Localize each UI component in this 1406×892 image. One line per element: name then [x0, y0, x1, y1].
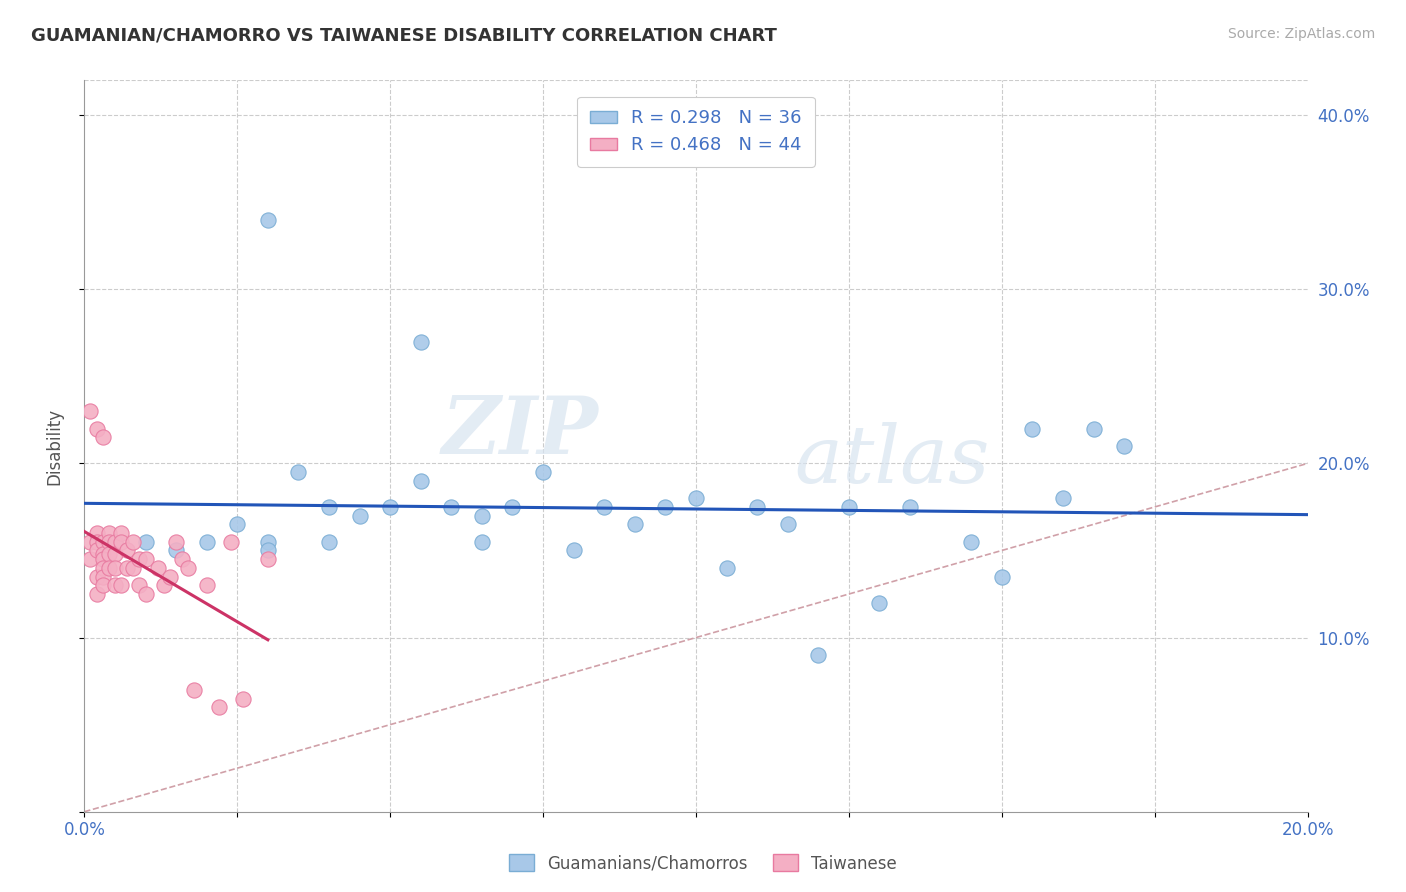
Point — [1021, 421, 1043, 435]
Point — [991, 569, 1014, 583]
Point — [257, 534, 280, 549]
Point — [97, 534, 120, 549]
Point — [135, 552, 157, 566]
Point — [172, 552, 194, 566]
Point — [208, 700, 231, 714]
Point — [115, 561, 138, 575]
Point — [349, 508, 371, 523]
Point — [776, 517, 799, 532]
Point — [91, 552, 114, 566]
Point — [502, 500, 524, 514]
Point — [471, 534, 494, 549]
Point — [86, 543, 108, 558]
Point — [128, 552, 150, 566]
Point — [97, 561, 120, 575]
Point — [177, 561, 200, 575]
Point — [146, 561, 169, 575]
Point — [1083, 421, 1105, 435]
Point — [128, 578, 150, 592]
Point — [110, 526, 132, 541]
Point — [153, 578, 176, 592]
Point — [165, 534, 187, 549]
Point — [122, 561, 145, 575]
Point — [593, 500, 616, 514]
Point — [86, 587, 108, 601]
Point — [1052, 491, 1074, 506]
Point — [110, 534, 132, 549]
Text: GUAMANIAN/CHAMORRO VS TAIWANESE DISABILITY CORRELATION CHART: GUAMANIAN/CHAMORRO VS TAIWANESE DISABILI… — [31, 27, 776, 45]
Point — [380, 500, 402, 514]
Point — [624, 517, 647, 532]
Point — [838, 500, 860, 514]
Point — [287, 465, 309, 479]
Point — [869, 596, 891, 610]
Point — [91, 578, 114, 592]
Point — [219, 534, 242, 549]
Point — [440, 500, 463, 514]
Point — [115, 543, 138, 558]
Legend: Guamanians/Chamorros, Taiwanese: Guamanians/Chamorros, Taiwanese — [502, 847, 904, 880]
Point — [531, 465, 554, 479]
Text: Source: ZipAtlas.com: Source: ZipAtlas.com — [1227, 27, 1375, 41]
Point — [104, 534, 127, 549]
Point — [86, 534, 108, 549]
Point — [471, 508, 494, 523]
Point — [318, 534, 340, 549]
Point — [195, 578, 218, 592]
Point — [91, 569, 114, 583]
Point — [165, 543, 187, 558]
Point — [135, 534, 157, 549]
Point — [79, 404, 101, 418]
Point — [257, 543, 280, 558]
Point — [97, 526, 120, 541]
Point — [135, 587, 157, 601]
Point — [232, 691, 254, 706]
Point — [91, 547, 114, 561]
Y-axis label: Disability: Disability — [45, 408, 63, 484]
Point — [562, 543, 585, 558]
Point — [960, 534, 983, 549]
Point — [97, 547, 120, 561]
Point — [104, 534, 127, 549]
Point — [79, 552, 101, 566]
Point — [685, 491, 707, 506]
Point — [226, 517, 249, 532]
Point — [122, 534, 145, 549]
Legend: R = 0.298   N = 36, R = 0.468   N = 44: R = 0.298 N = 36, R = 0.468 N = 44 — [578, 96, 814, 167]
Point — [86, 569, 108, 583]
Point — [91, 534, 114, 549]
Point — [654, 500, 676, 514]
Point — [898, 500, 921, 514]
Point — [104, 578, 127, 592]
Point — [747, 500, 769, 514]
Point — [86, 421, 108, 435]
Point — [318, 500, 340, 514]
Text: ZIP: ZIP — [441, 392, 598, 470]
Point — [91, 561, 114, 575]
Point — [79, 534, 101, 549]
Point — [409, 474, 432, 488]
Point — [409, 334, 432, 349]
Point — [257, 212, 280, 227]
Point — [91, 430, 114, 444]
Point — [257, 552, 280, 566]
Point — [183, 682, 205, 697]
Point — [807, 648, 830, 662]
Point — [104, 547, 127, 561]
Text: atlas: atlas — [794, 422, 990, 500]
Point — [104, 561, 127, 575]
Point — [86, 526, 108, 541]
Point — [110, 578, 132, 592]
Point — [1114, 439, 1136, 453]
Point — [716, 561, 738, 575]
Point — [159, 569, 181, 583]
Point — [195, 534, 218, 549]
